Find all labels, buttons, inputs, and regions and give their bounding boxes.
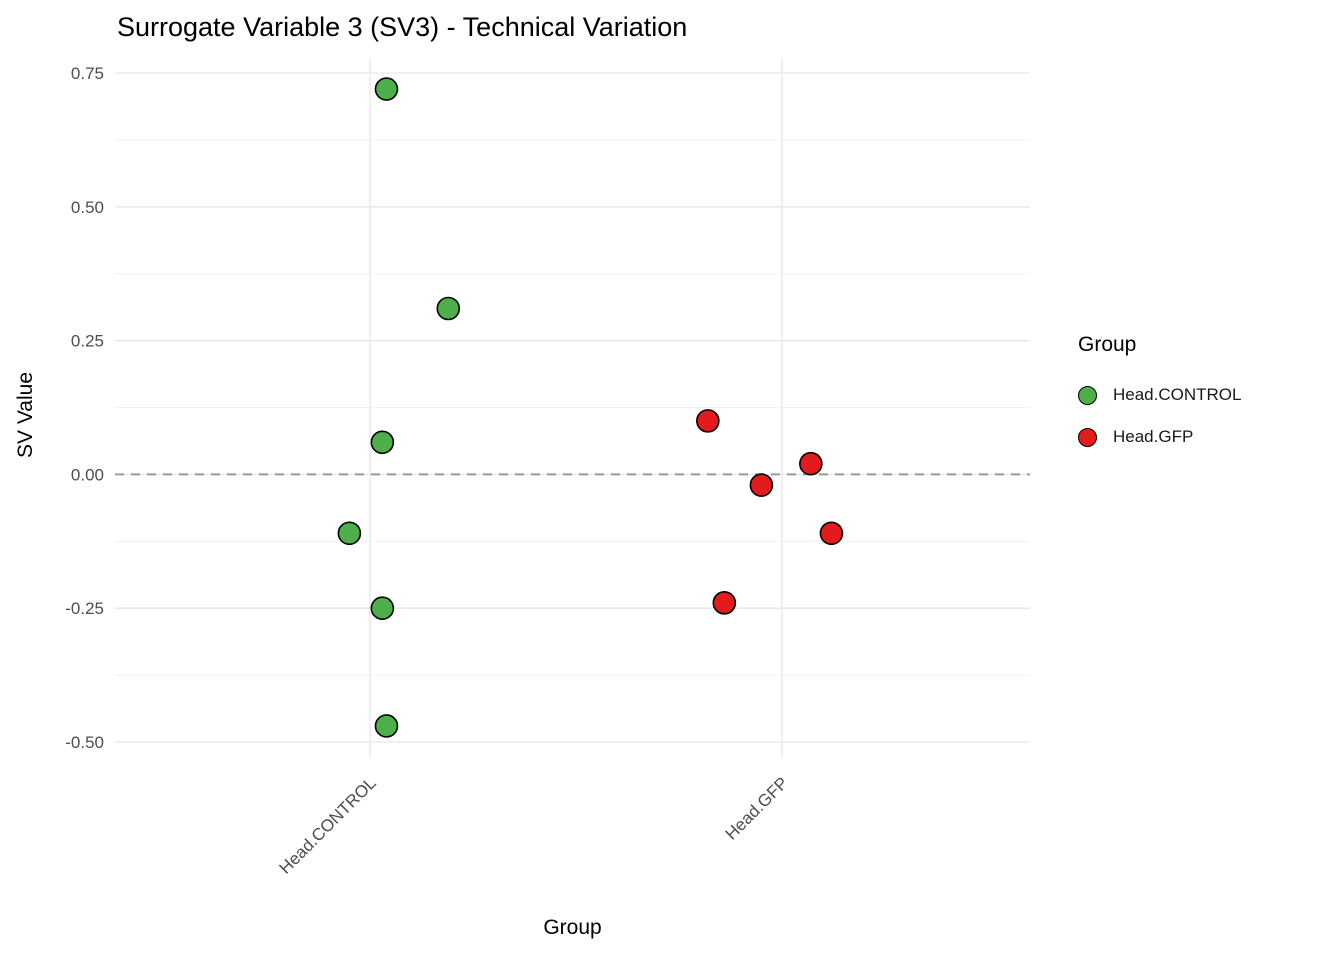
data-point — [337, 521, 362, 546]
legend-item-head-gfp: Head.GFP — [1078, 427, 1241, 447]
y-tick-label: -0.50 — [65, 733, 104, 752]
y-axis-title: SV Value — [14, 372, 37, 458]
y-tick-label: 0.75 — [71, 64, 104, 83]
legend: Group Head.CONTROL Head.GFP — [1078, 333, 1241, 469]
x-axis-title: Group — [543, 916, 602, 939]
legend-label-head-control: Head.CONTROL — [1113, 385, 1242, 404]
data-point — [749, 473, 774, 497]
y-tick-label: -0.25 — [65, 599, 104, 618]
y-tick-label: 0.00 — [71, 465, 104, 484]
data-point — [436, 296, 461, 321]
x-tick-label: Head.GFP — [722, 773, 792, 843]
data-point — [370, 430, 395, 455]
legend-label-head-gfp: Head.GFP — [1113, 427, 1194, 446]
data-point — [712, 591, 737, 615]
data-point — [819, 521, 844, 546]
y-tick-label: 0.50 — [71, 198, 104, 217]
legend-swatch-head-control-icon — [1078, 385, 1097, 405]
data-point — [374, 714, 399, 738]
legend-title: Group — [1078, 333, 1137, 356]
data-point — [374, 77, 399, 101]
data-point — [799, 451, 823, 476]
data-point — [370, 596, 395, 621]
x-tick-label: Head.CONTROL — [276, 773, 380, 877]
legend-swatch-head-gfp-icon — [1078, 427, 1097, 447]
chart-title: Surrogate Variable 3 (SV3) - Technical V… — [117, 12, 688, 42]
data-point — [696, 409, 720, 433]
legend-item-head-control: Head.CONTROL — [1078, 385, 1241, 405]
y-tick-label: 0.25 — [71, 332, 104, 351]
